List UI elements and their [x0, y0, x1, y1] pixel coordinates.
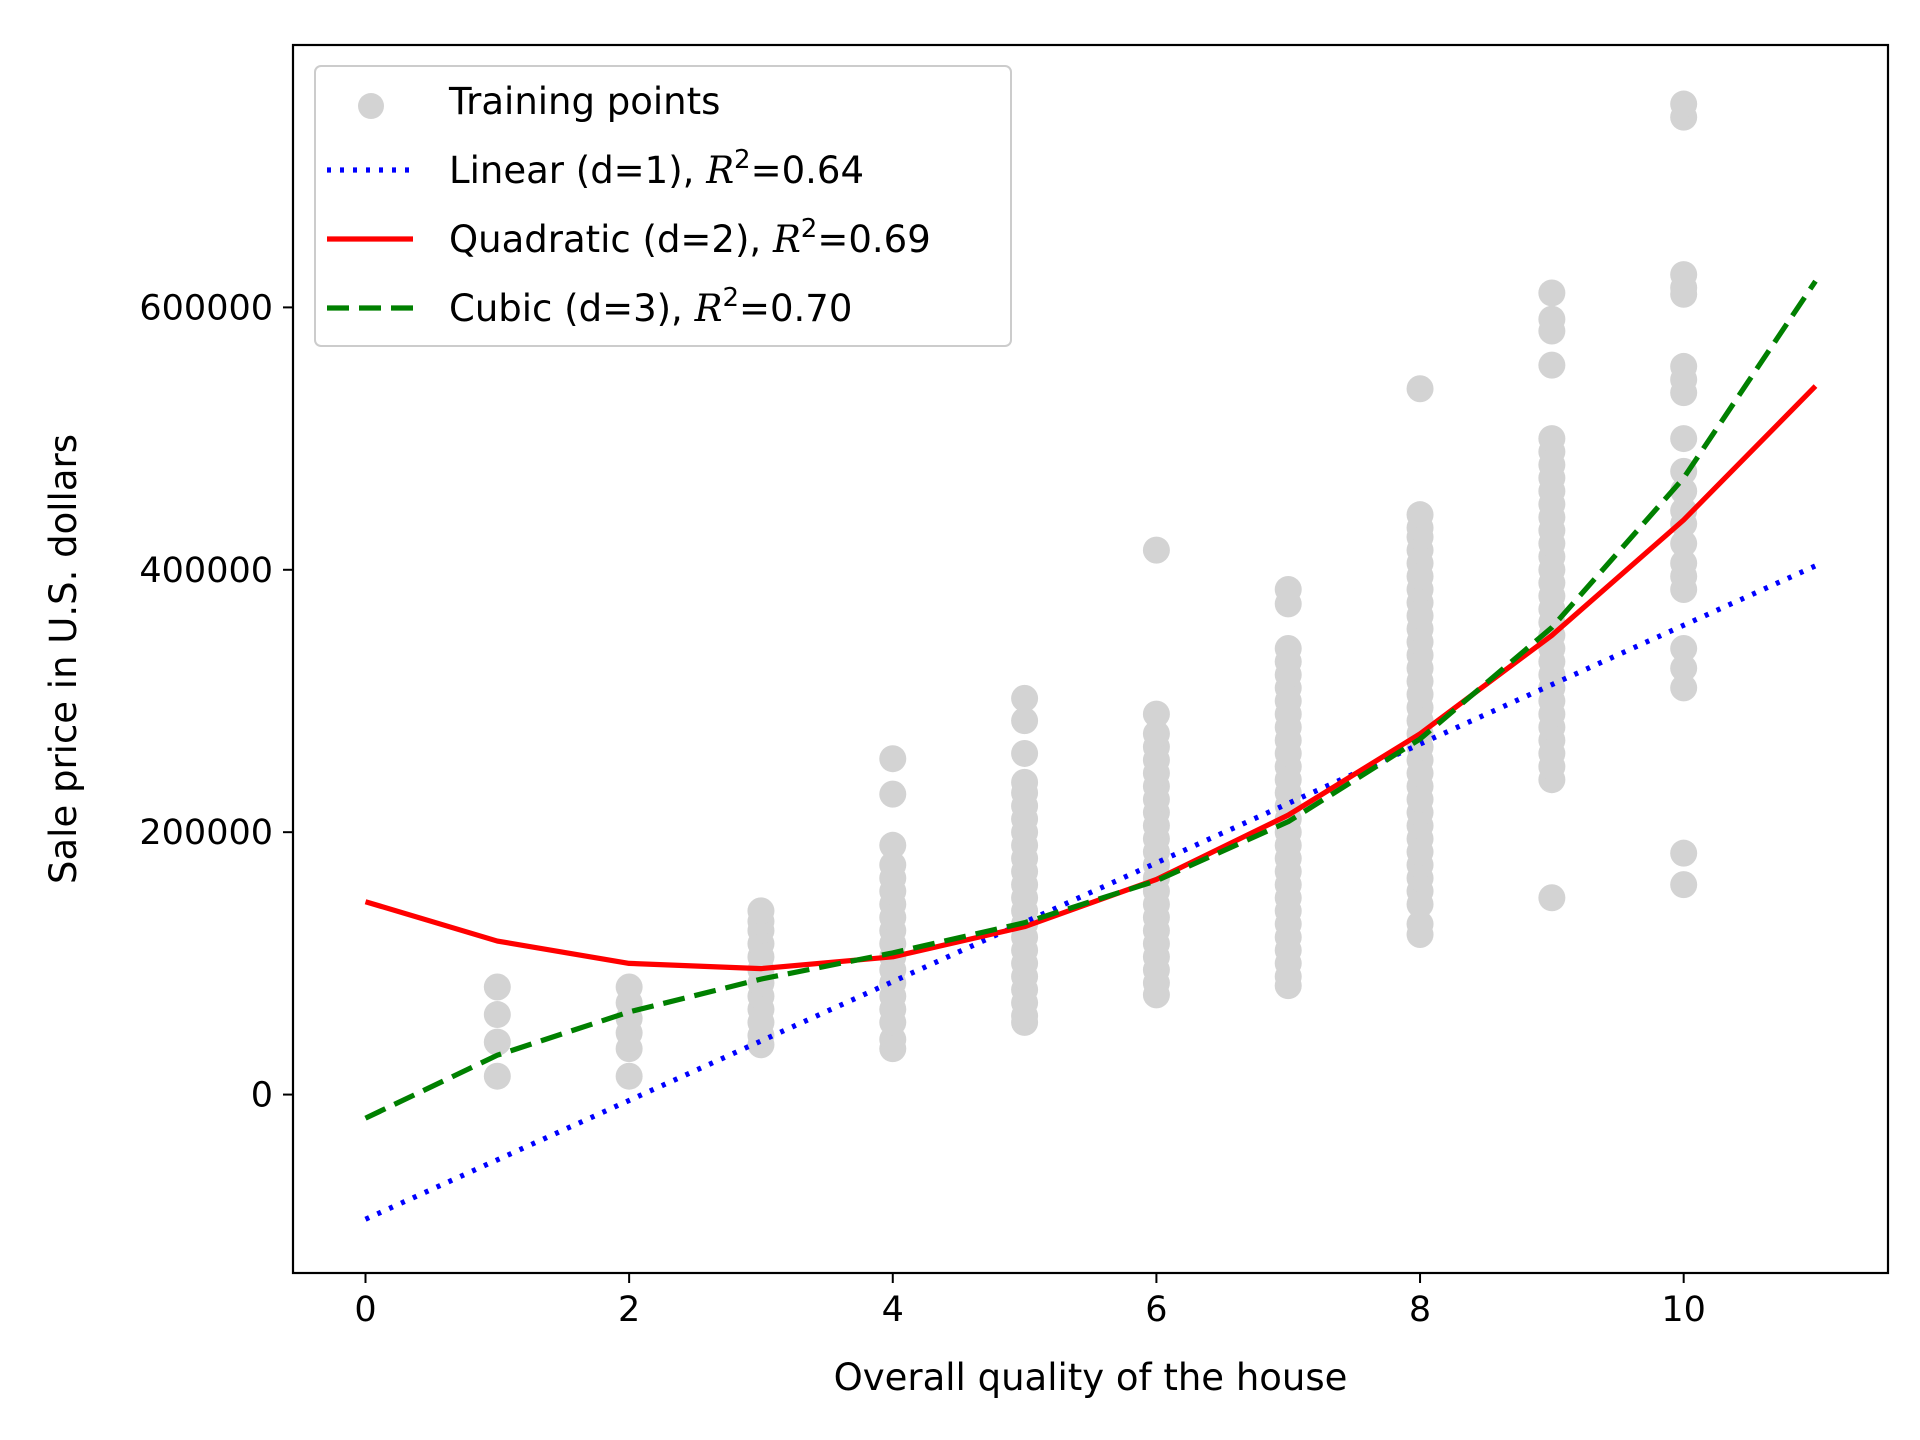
- legend-item: Linear (d=1), R2=0.64: [327, 145, 864, 192]
- y-tick-label: 400000: [139, 551, 273, 591]
- training-point: [483, 1062, 511, 1090]
- training-point: [615, 973, 643, 1001]
- legend-marker: [358, 93, 384, 119]
- training-point: [1274, 635, 1302, 663]
- axis-ticks: 0 2 4 6 8 10 0 200000 400000 600000: [139, 288, 1706, 1330]
- training-point: [1538, 305, 1566, 333]
- series-line-3: [364, 279, 1818, 1121]
- training-point: [483, 973, 511, 1001]
- legend: Training points Linear (d=1), R2=0.64 Quad…: [314, 65, 1012, 347]
- training-point: [879, 780, 907, 808]
- training-point: [1011, 684, 1039, 712]
- y-axis-label: Sale price in U.S. dollars: [42, 434, 85, 884]
- training-point: [1538, 425, 1566, 453]
- training-point: [1670, 425, 1698, 453]
- x-tick-label: 8: [1409, 1290, 1431, 1330]
- training-point: [1670, 90, 1698, 118]
- training-point: [1538, 279, 1566, 307]
- series-line-2: [364, 384, 1818, 972]
- training-point: [879, 831, 907, 859]
- legend-item: Training points: [358, 80, 720, 123]
- training-point: [747, 897, 775, 925]
- x-tick-label: 4: [882, 1290, 904, 1330]
- plot-area: [364, 90, 1818, 1222]
- training-point: [615, 1062, 643, 1090]
- x-tick-label: 10: [1661, 1290, 1706, 1330]
- training-point: [1670, 261, 1698, 289]
- training-point: [1670, 635, 1698, 663]
- training-point: [1670, 497, 1698, 525]
- y-tick-label: 200000: [139, 813, 273, 853]
- legend-item: Quadratic (d=2), R2=0.69: [327, 214, 931, 261]
- legend-label: Linear (d=1), R2=0.64: [449, 145, 864, 192]
- plot-marks: [364, 90, 1818, 1222]
- training-point: [1011, 768, 1039, 796]
- series-line-1: [364, 563, 1817, 1222]
- training-point: [1670, 352, 1698, 380]
- training-point: [879, 851, 907, 879]
- legend-label: Cubic (d=3), R2=0.70: [449, 283, 852, 330]
- x-tick-label: 2: [618, 1290, 640, 1330]
- y-tick-label: 600000: [139, 288, 273, 328]
- training-point: [1142, 700, 1170, 728]
- x-axis-label: Overall quality of the house: [834, 1356, 1348, 1399]
- training-point: [1274, 575, 1302, 603]
- training-point: [1670, 549, 1698, 577]
- training-point: [483, 1028, 511, 1056]
- training-point: [1538, 351, 1566, 379]
- training-point: [1011, 707, 1039, 735]
- training-point: [1011, 739, 1039, 767]
- legend-item: Cubic (d=3), R2=0.70: [327, 283, 852, 330]
- training-point: [1142, 536, 1170, 564]
- legend-label: Training points: [448, 80, 720, 123]
- training-point: [1538, 884, 1566, 912]
- training-point: [1406, 501, 1434, 529]
- training-point: [1670, 871, 1698, 899]
- axes-frame: [291, 43, 1890, 1275]
- legend-label: Quadratic (d=2), R2=0.69: [449, 214, 931, 261]
- training-point: [1406, 910, 1434, 938]
- training-point: [1406, 375, 1434, 403]
- y-tick-label: 0: [251, 1076, 273, 1116]
- x-tick-label: 0: [354, 1290, 376, 1330]
- training-point: [1670, 530, 1698, 558]
- training-point: [1670, 674, 1698, 702]
- training-point: [483, 1001, 511, 1029]
- training-point: [879, 745, 907, 773]
- training-point: [1670, 654, 1698, 682]
- training-point: [1670, 839, 1698, 867]
- legend-box: [314, 65, 1012, 347]
- training-point: [1142, 720, 1170, 748]
- x-tick-label: 6: [1145, 1290, 1167, 1330]
